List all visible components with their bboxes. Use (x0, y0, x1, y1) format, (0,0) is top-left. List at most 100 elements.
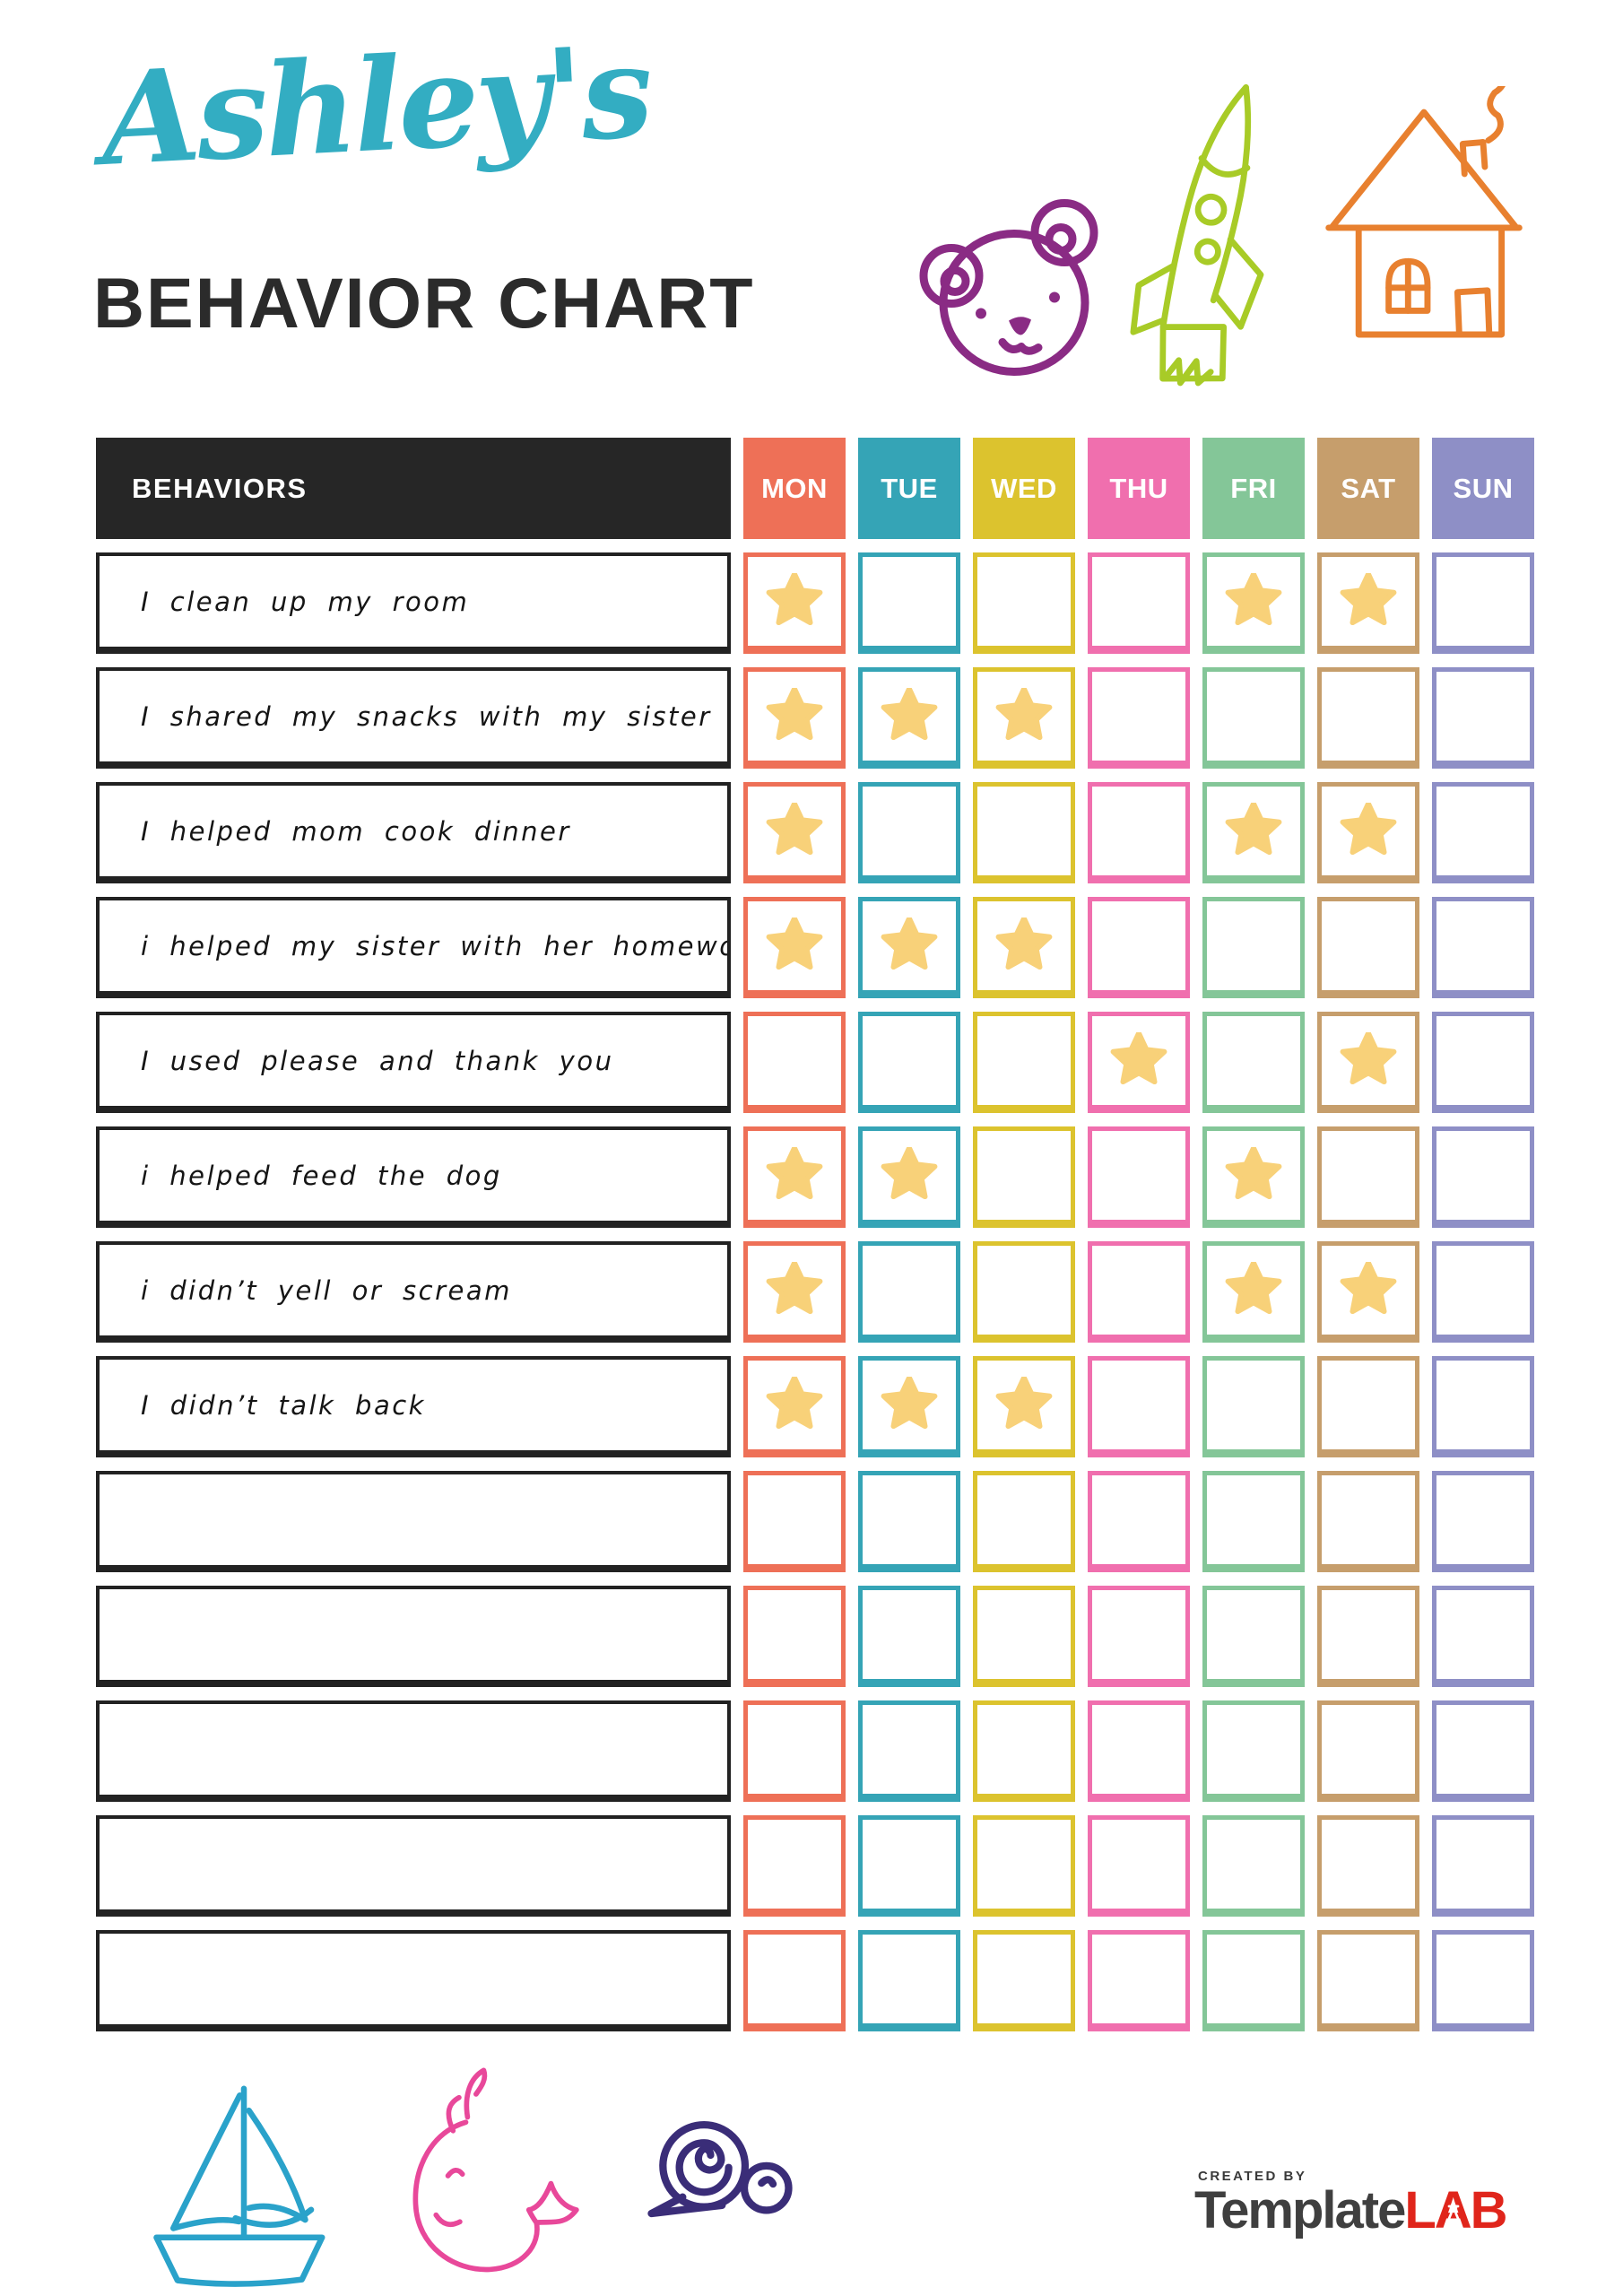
cell-r1-thu[interactable] (1088, 552, 1190, 654)
cell-r4-tue[interactable] (858, 897, 960, 998)
cell-r11-sun[interactable] (1432, 1700, 1534, 1802)
cell-r8-sat[interactable] (1317, 1356, 1419, 1457)
behavior-label-r2[interactable]: I shared my snacks with my sister (96, 667, 731, 769)
cell-r5-wed[interactable] (973, 1012, 1075, 1113)
cell-r10-sat[interactable] (1317, 1586, 1419, 1687)
cell-r7-sat[interactable] (1317, 1241, 1419, 1343)
cell-r1-mon[interactable] (743, 552, 846, 654)
cell-r1-sat[interactable] (1317, 552, 1419, 654)
behavior-label-r12[interactable] (96, 1815, 731, 1917)
cell-r3-sat[interactable] (1317, 782, 1419, 883)
cell-r13-sun[interactable] (1432, 1930, 1534, 2031)
cell-r5-sat[interactable] (1317, 1012, 1419, 1113)
cell-r8-thu[interactable] (1088, 1356, 1190, 1457)
cell-r3-fri[interactable] (1202, 782, 1305, 883)
cell-r6-tue[interactable] (858, 1126, 960, 1228)
cell-r1-tue[interactable] (858, 552, 960, 654)
cell-r2-sat[interactable] (1317, 667, 1419, 769)
cell-r7-mon[interactable] (743, 1241, 846, 1343)
cell-r6-sun[interactable] (1432, 1126, 1534, 1228)
cell-r3-wed[interactable] (973, 782, 1075, 883)
behavior-label-r6[interactable]: i helped feed the dog (96, 1126, 731, 1228)
cell-r6-fri[interactable] (1202, 1126, 1305, 1228)
cell-r13-fri[interactable] (1202, 1930, 1305, 2031)
cell-r4-sun[interactable] (1432, 897, 1534, 998)
cell-r1-sun[interactable] (1432, 552, 1534, 654)
templatelab-logo[interactable]: CREATED BY TemplateLA B (1194, 2169, 1508, 2239)
cell-r4-thu[interactable] (1088, 897, 1190, 998)
behavior-label-r10[interactable] (96, 1586, 731, 1687)
cell-r2-mon[interactable] (743, 667, 846, 769)
cell-r13-thu[interactable] (1088, 1930, 1190, 2031)
behavior-label-r3[interactable]: I helped mom cook dinner (96, 782, 731, 883)
cell-r13-sat[interactable] (1317, 1930, 1419, 2031)
cell-r12-thu[interactable] (1088, 1815, 1190, 1917)
cell-r5-sun[interactable] (1432, 1012, 1534, 1113)
cell-r9-sun[interactable] (1432, 1471, 1534, 1572)
cell-r11-mon[interactable] (743, 1700, 846, 1802)
cell-r4-wed[interactable] (973, 897, 1075, 998)
cell-r9-wed[interactable] (973, 1471, 1075, 1572)
cell-r11-thu[interactable] (1088, 1700, 1190, 1802)
cell-r2-tue[interactable] (858, 667, 960, 769)
cell-r5-thu[interactable] (1088, 1012, 1190, 1113)
cell-r3-thu[interactable] (1088, 782, 1190, 883)
cell-r13-mon[interactable] (743, 1930, 846, 2031)
cell-r11-wed[interactable] (973, 1700, 1075, 1802)
cell-r2-sun[interactable] (1432, 667, 1534, 769)
behavior-label-r13[interactable] (96, 1930, 731, 2031)
cell-r9-tue[interactable] (858, 1471, 960, 1572)
cell-r6-wed[interactable] (973, 1126, 1075, 1228)
cell-r5-tue[interactable] (858, 1012, 960, 1113)
cell-r12-fri[interactable] (1202, 1815, 1305, 1917)
cell-r12-mon[interactable] (743, 1815, 846, 1917)
cell-r7-sun[interactable] (1432, 1241, 1534, 1343)
cell-r7-tue[interactable] (858, 1241, 960, 1343)
cell-r6-mon[interactable] (743, 1126, 846, 1228)
behavior-label-r1[interactable]: I clean up my room (96, 552, 731, 654)
cell-r7-wed[interactable] (973, 1241, 1075, 1343)
cell-r1-fri[interactable] (1202, 552, 1305, 654)
cell-r10-sun[interactable] (1432, 1586, 1534, 1687)
cell-r5-mon[interactable] (743, 1012, 846, 1113)
cell-r10-thu[interactable] (1088, 1586, 1190, 1687)
cell-r11-tue[interactable] (858, 1700, 960, 1802)
cell-r4-sat[interactable] (1317, 897, 1419, 998)
cell-r12-wed[interactable] (973, 1815, 1075, 1917)
cell-r6-sat[interactable] (1317, 1126, 1419, 1228)
cell-r11-sat[interactable] (1317, 1700, 1419, 1802)
behavior-label-r11[interactable] (96, 1700, 731, 1802)
cell-r9-thu[interactable] (1088, 1471, 1190, 1572)
cell-r7-thu[interactable] (1088, 1241, 1190, 1343)
cell-r8-wed[interactable] (973, 1356, 1075, 1457)
cell-r9-fri[interactable] (1202, 1471, 1305, 1572)
cell-r3-mon[interactable] (743, 782, 846, 883)
cell-r2-thu[interactable] (1088, 667, 1190, 769)
behavior-label-r9[interactable] (96, 1471, 731, 1572)
cell-r4-mon[interactable] (743, 897, 846, 998)
cell-r8-mon[interactable] (743, 1356, 846, 1457)
behavior-label-r8[interactable]: I didn’t talk back (96, 1356, 731, 1457)
cell-r12-sat[interactable] (1317, 1815, 1419, 1917)
cell-r10-wed[interactable] (973, 1586, 1075, 1687)
cell-r13-wed[interactable] (973, 1930, 1075, 2031)
cell-r3-tue[interactable] (858, 782, 960, 883)
behavior-label-r5[interactable]: I used please and thank you (96, 1012, 731, 1113)
cell-r8-fri[interactable] (1202, 1356, 1305, 1457)
cell-r3-sun[interactable] (1432, 782, 1534, 883)
cell-r10-mon[interactable] (743, 1586, 846, 1687)
cell-r4-fri[interactable] (1202, 897, 1305, 998)
cell-r13-tue[interactable] (858, 1930, 960, 2031)
cell-r12-sun[interactable] (1432, 1815, 1534, 1917)
cell-r8-tue[interactable] (858, 1356, 960, 1457)
behavior-label-r7[interactable]: i didn’t yell or scream (96, 1241, 731, 1343)
cell-r10-fri[interactable] (1202, 1586, 1305, 1687)
cell-r5-fri[interactable] (1202, 1012, 1305, 1113)
cell-r6-thu[interactable] (1088, 1126, 1190, 1228)
cell-r12-tue[interactable] (858, 1815, 960, 1917)
cell-r7-fri[interactable] (1202, 1241, 1305, 1343)
cell-r9-mon[interactable] (743, 1471, 846, 1572)
cell-r1-wed[interactable] (973, 552, 1075, 654)
cell-r10-tue[interactable] (858, 1586, 960, 1687)
cell-r2-fri[interactable] (1202, 667, 1305, 769)
